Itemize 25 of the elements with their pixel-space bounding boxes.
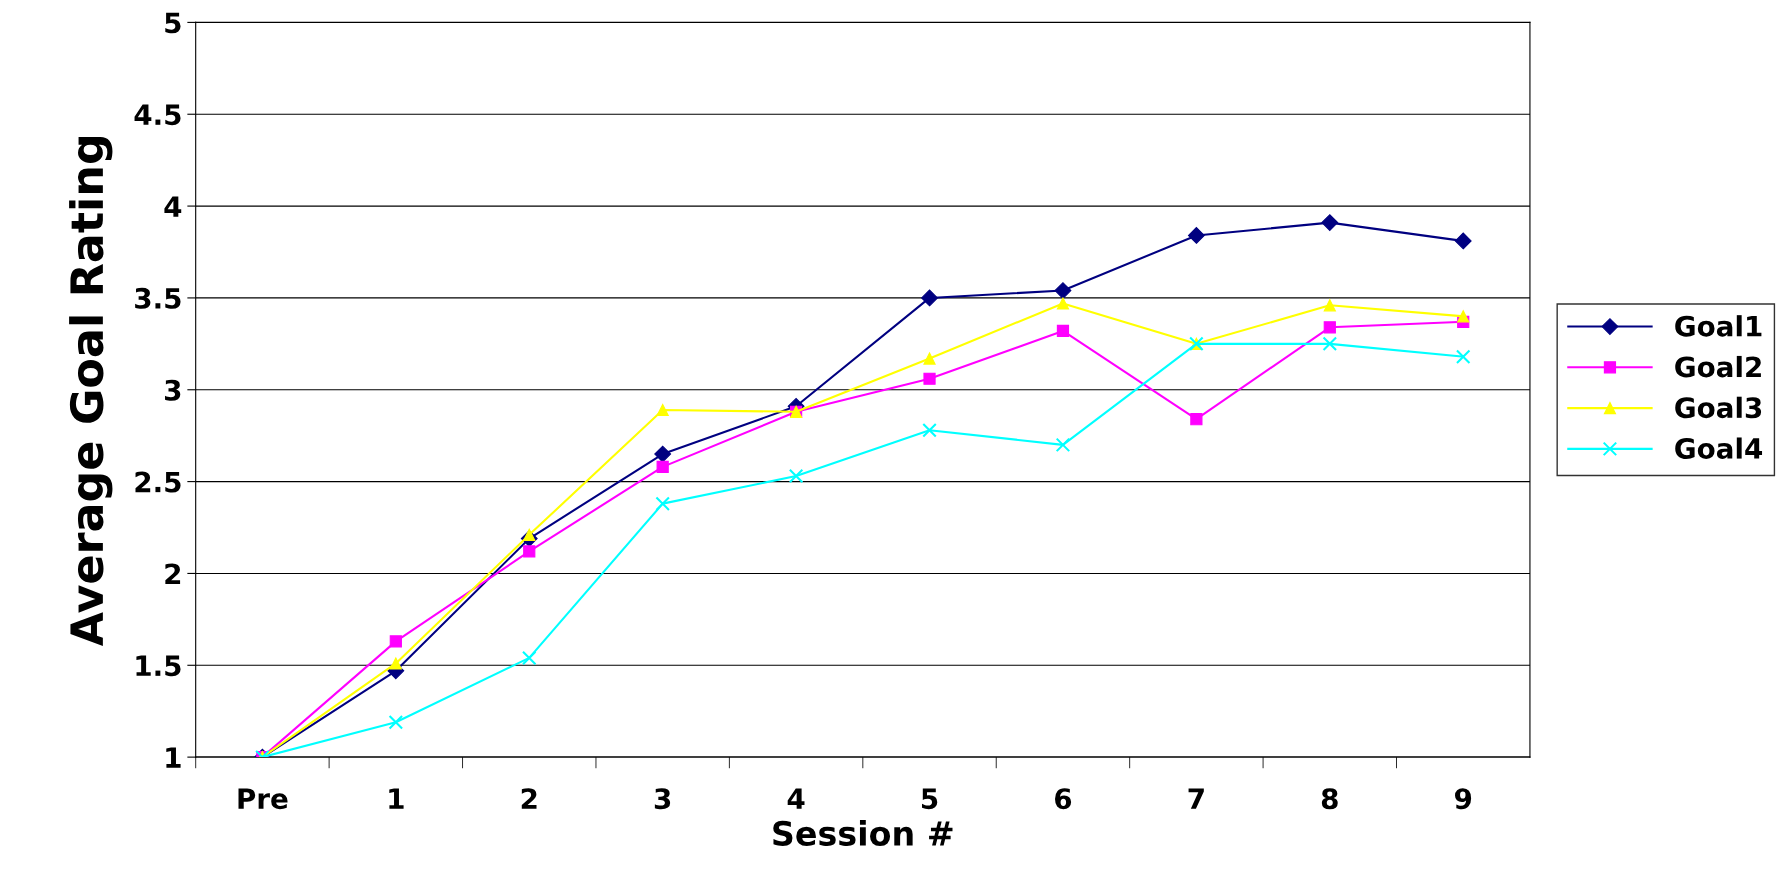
x-tick-label: 1 — [389, 788, 404, 809]
y-tick-label: 2.5 — [135, 471, 181, 493]
y-axis-title: Average Goal Rating — [69, 136, 113, 647]
legend-label: Goal3 — [1675, 396, 1762, 419]
x-tick-label: 4 — [787, 788, 805, 809]
y-tick-label: 1.5 — [136, 655, 181, 677]
x-tick-label: 9 — [1455, 788, 1472, 810]
x-tick-label: 3 — [654, 788, 671, 810]
x-tick-label: 7 — [1188, 788, 1204, 809]
x-tick-label: Pre — [238, 788, 288, 810]
x-tick-label: 8 — [1321, 788, 1338, 810]
y-tick-label: 3.5 — [135, 287, 181, 309]
legend-label: Goal2 — [1675, 355, 1761, 378]
y-tick-label: 3 — [165, 379, 181, 401]
y-tick-label: 2 — [165, 563, 181, 584]
x-tick-label: 2 — [521, 788, 537, 809]
legend-label: Goal1 — [1675, 315, 1762, 337]
y-tick-label: 5 — [165, 12, 181, 34]
y-tick-label: 4.5 — [134, 104, 181, 126]
y-tick-label: 4 — [164, 196, 182, 217]
y-tick-label: 1 — [166, 747, 181, 768]
x-axis-title: Session # — [773, 820, 953, 846]
x-tick-label: 6 — [1055, 788, 1072, 810]
legend-label: Goal4 — [1675, 437, 1763, 459]
x-tick-label: 5 — [922, 788, 938, 810]
